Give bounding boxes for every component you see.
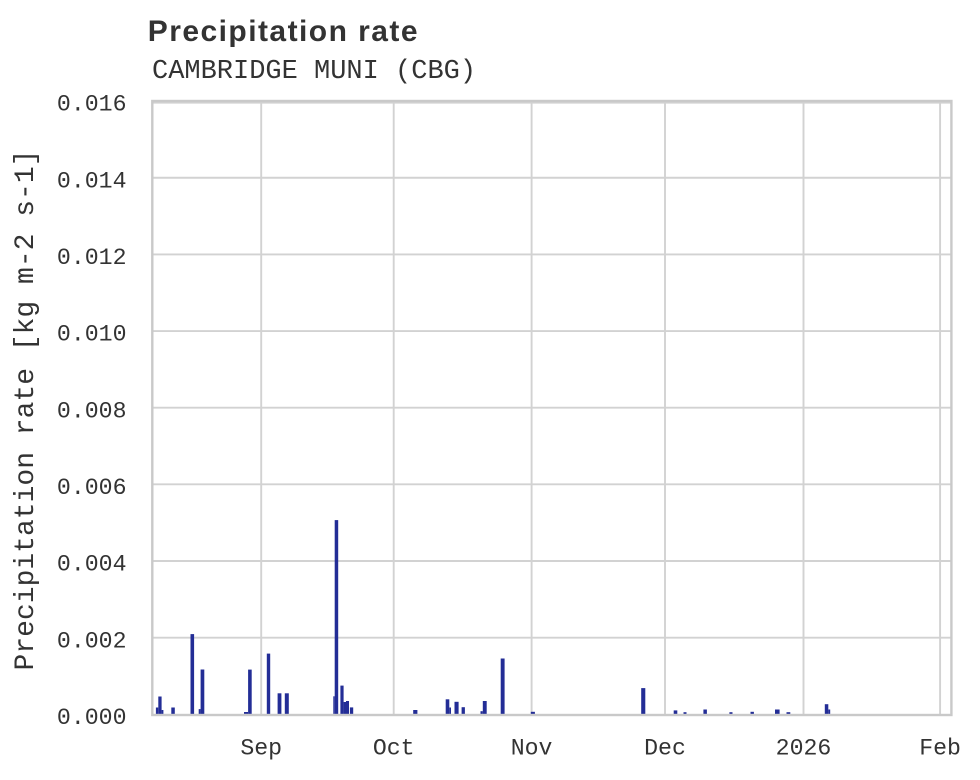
svg-text:0.004: 0.004 <box>57 552 127 578</box>
svg-text:0.000: 0.000 <box>57 705 127 731</box>
svg-text:Feb: Feb <box>919 735 961 761</box>
svg-text:Nov: Nov <box>511 735 553 761</box>
svg-text:Dec: Dec <box>644 735 686 761</box>
svg-text:0.008: 0.008 <box>57 398 127 424</box>
svg-text:Oct: Oct <box>373 735 415 761</box>
svg-text:0.010: 0.010 <box>57 322 127 348</box>
svg-text:0.016: 0.016 <box>57 92 127 118</box>
svg-text:Precipitation rate: Precipitation rate <box>148 15 419 48</box>
svg-text:CAMBRIDGE MUNI (CBG): CAMBRIDGE MUNI (CBG) <box>152 57 476 87</box>
svg-text:Sep: Sep <box>240 735 282 761</box>
svg-text:0.006: 0.006 <box>57 475 127 501</box>
svg-text:0.012: 0.012 <box>57 245 127 271</box>
svg-text:2026: 2026 <box>776 735 832 761</box>
svg-text:0.002: 0.002 <box>57 628 127 654</box>
svg-text:0.014: 0.014 <box>57 168 127 194</box>
svg-text:Precipitation rate [kg m-2 s-1: Precipitation rate [kg m-2 s-1] <box>11 150 42 671</box>
